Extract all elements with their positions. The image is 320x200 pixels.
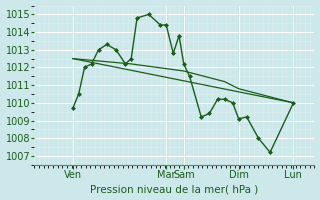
- X-axis label: Pression niveau de la mer( hPa ): Pression niveau de la mer( hPa ): [90, 184, 259, 194]
